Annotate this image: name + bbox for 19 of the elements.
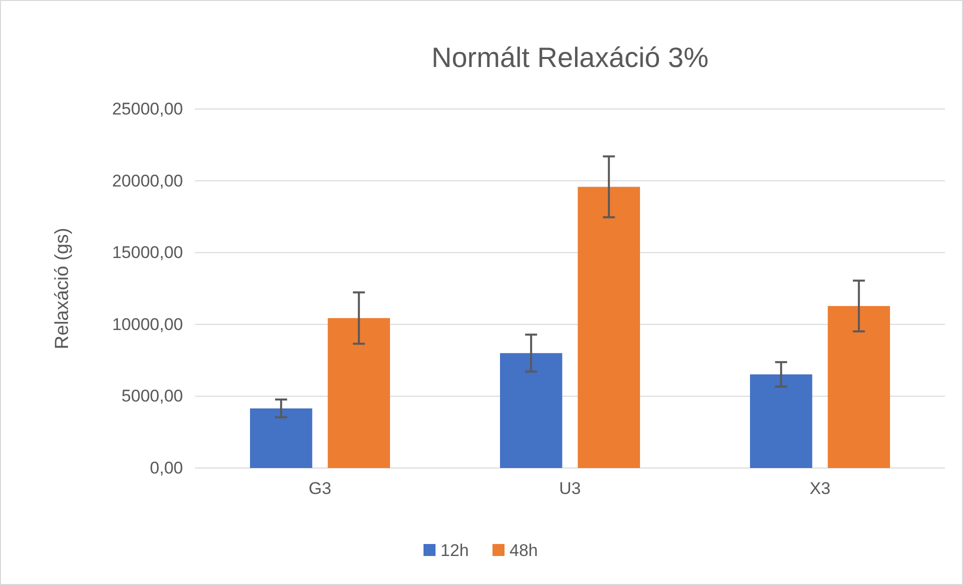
x-tick-label: U3	[559, 479, 581, 498]
y-tick-label: 15000,00	[112, 243, 183, 262]
bar	[328, 318, 390, 468]
chart-title: Normált Relaxáció 3%	[432, 42, 708, 73]
bar	[750, 374, 812, 468]
y-tick-label: 25000,00	[112, 99, 183, 118]
bar	[500, 353, 562, 468]
legend-label: 12h	[440, 541, 469, 560]
bar	[250, 408, 312, 468]
x-tick-label: G3	[308, 479, 332, 498]
bar	[578, 186, 640, 468]
y-axis-title: Relaxáció (gs)	[52, 228, 73, 350]
y-tick-label: 10000,00	[112, 314, 183, 334]
y-tick-label: 20000,00	[112, 171, 183, 190]
y-tick-label: 5000,00	[122, 386, 183, 406]
x-tick-label: X3	[810, 479, 830, 498]
y-tick-label: 0,00	[150, 458, 183, 478]
legend-label: 48h	[510, 541, 538, 560]
bar	[828, 306, 890, 468]
